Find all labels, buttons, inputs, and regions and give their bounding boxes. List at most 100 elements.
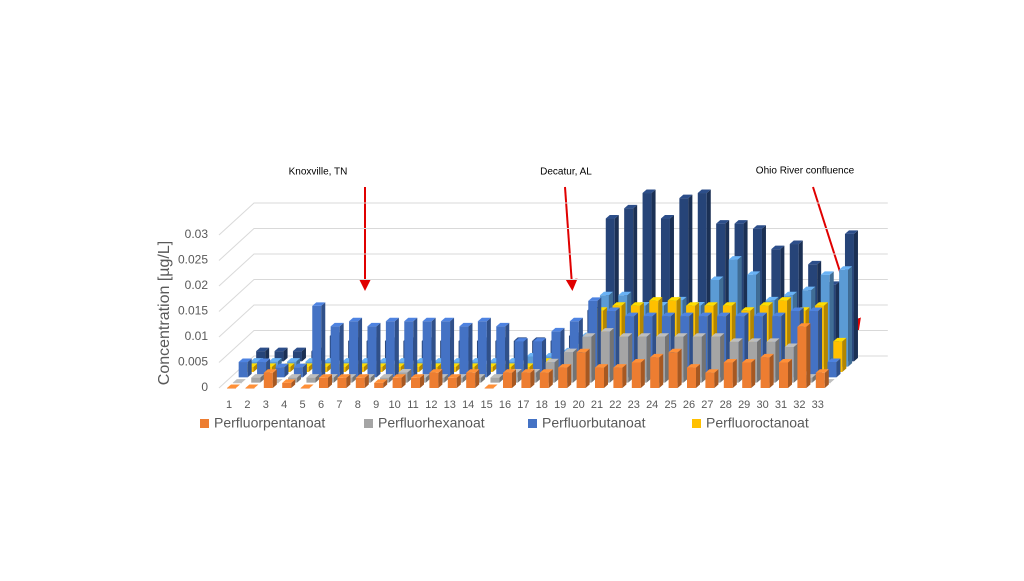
x-tick-label: 29 <box>738 399 750 411</box>
x-tick-label: 10 <box>388 399 400 411</box>
bar-top <box>287 358 301 362</box>
bar-top <box>422 317 436 322</box>
bar-side <box>363 363 368 372</box>
bar <box>496 322 510 378</box>
bar <box>300 384 314 389</box>
bar-top <box>263 369 277 373</box>
bar-top <box>490 374 504 378</box>
bar-side <box>438 369 443 388</box>
bar-top <box>288 374 302 378</box>
bar-top <box>753 312 767 317</box>
bar <box>576 348 590 388</box>
bar-front <box>692 336 702 383</box>
bar-top <box>268 358 282 362</box>
bar <box>650 353 664 388</box>
bar <box>539 369 553 388</box>
bar <box>490 374 504 383</box>
bar-front <box>477 321 487 378</box>
bar-top <box>760 353 774 358</box>
bar-front <box>619 336 629 383</box>
bar-front <box>503 372 512 388</box>
bar-side <box>450 317 455 378</box>
bar-top <box>411 374 424 378</box>
bar-top <box>274 347 288 352</box>
bar-top <box>380 374 394 378</box>
bar-top <box>827 358 841 363</box>
bar-top <box>238 358 252 363</box>
bar-top <box>772 312 786 317</box>
bar-side <box>333 374 338 383</box>
bar <box>723 359 737 388</box>
bar-side <box>751 359 756 388</box>
bar-top <box>747 271 761 275</box>
bar-side <box>301 347 306 362</box>
bar-side <box>609 328 614 383</box>
bar-side <box>659 353 664 388</box>
bar-side <box>328 374 332 388</box>
bar-top <box>679 194 693 199</box>
bar-top <box>227 384 240 388</box>
bar-front <box>539 372 549 388</box>
bar-front <box>605 218 615 362</box>
bar-top <box>759 302 773 306</box>
bar-side <box>468 322 473 378</box>
bar-top <box>814 302 828 306</box>
bar-top <box>697 189 711 194</box>
x-tick-label: 11 <box>407 399 418 411</box>
bar-front <box>595 367 604 388</box>
bar-side <box>530 369 535 388</box>
bar <box>827 358 841 378</box>
x-tick-label: 9 <box>373 399 379 411</box>
x-tick-label: 15 <box>480 399 492 411</box>
bar-top <box>392 374 406 378</box>
bar <box>797 323 811 388</box>
y-axis-label: Concentration [µg/L] <box>156 241 173 385</box>
bar-side <box>757 338 762 383</box>
bar-top <box>668 348 682 353</box>
bar-front <box>367 326 377 378</box>
legend-swatch <box>200 419 209 428</box>
bar-top <box>355 374 369 378</box>
bar <box>422 317 436 378</box>
bar-side <box>444 374 449 383</box>
bar-side <box>554 358 559 383</box>
legend-label: Perfluorhexanoat <box>378 415 485 431</box>
bar-side <box>297 374 302 383</box>
bar-side <box>769 353 774 388</box>
bar-top <box>582 333 596 337</box>
bar-side <box>272 369 277 388</box>
bar-front <box>742 362 752 388</box>
bar-top <box>686 302 700 306</box>
bar-front <box>631 362 641 388</box>
bar <box>245 384 259 389</box>
bar-front <box>251 377 261 383</box>
x-tick-label: 13 <box>444 399 456 411</box>
bar-top <box>599 291 613 296</box>
bar-side <box>302 363 307 378</box>
bar-top <box>613 364 627 368</box>
x-tick-label: 31 <box>775 399 787 411</box>
bar-side <box>622 364 627 388</box>
bar-top <box>319 374 332 378</box>
bar-front <box>312 305 322 378</box>
bar-top <box>521 369 535 373</box>
bar-top <box>466 369 480 373</box>
bar-side <box>352 374 357 383</box>
bar-top <box>564 348 578 353</box>
bar-side <box>247 358 252 378</box>
y-tick-label: 0.005 <box>178 355 208 369</box>
bar-front <box>705 372 715 388</box>
bar-top <box>282 379 296 383</box>
bar <box>227 384 240 389</box>
y-tick-label: 0.015 <box>178 304 208 318</box>
bar-top <box>833 337 847 342</box>
bar-side <box>683 333 688 383</box>
bar-top <box>496 322 510 327</box>
bar-top <box>779 359 792 363</box>
grid-line <box>218 202 888 236</box>
bar-side <box>505 322 510 378</box>
grid-line <box>218 228 888 261</box>
bar-top <box>692 333 706 337</box>
bar-top <box>778 297 792 301</box>
